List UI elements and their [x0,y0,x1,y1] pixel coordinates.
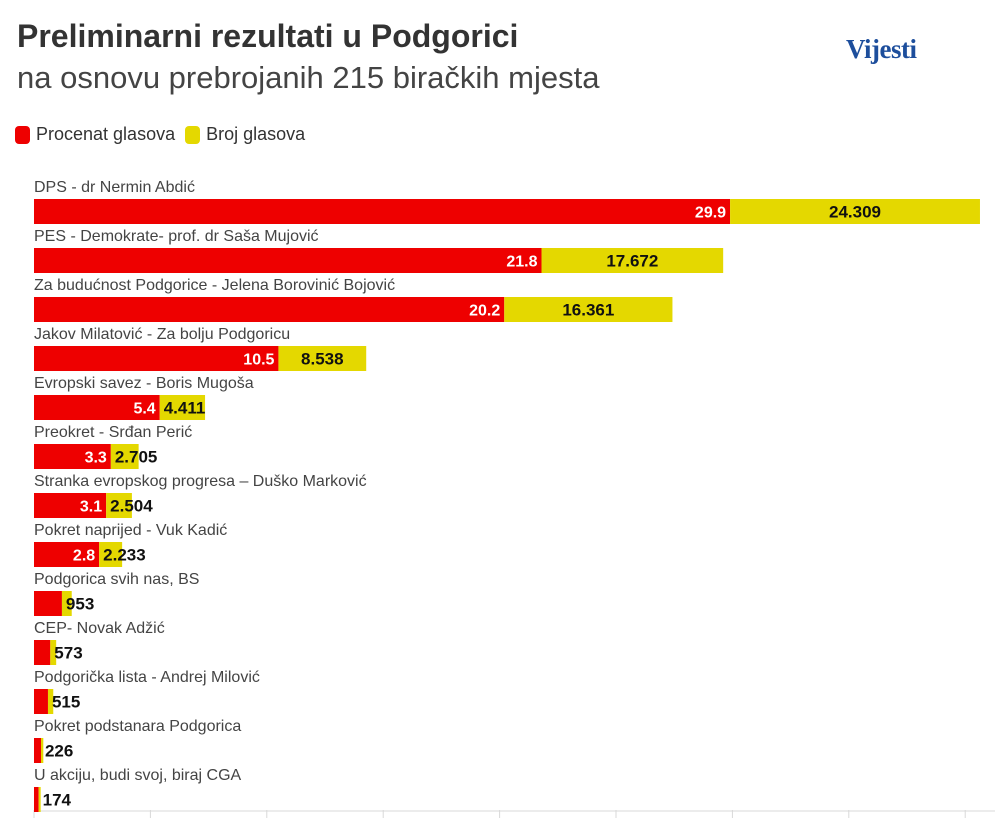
bar-percent [34,542,100,567]
data-label-percent: 21.8 [506,254,537,271]
data-label-votes: 4.411 [164,399,206,418]
vijesti-logo[interactable]: Vijesti [846,34,917,64]
data-label-votes: 174 [43,791,72,810]
bar-percent [34,591,62,616]
category-label: PES - Demokrate- prof. dr Saša Mujović [34,228,319,245]
data-label-percent: 20.2 [469,303,500,320]
bar-votes [504,297,673,322]
bar-percent [34,689,48,714]
data-label-percent: 10.5 [243,352,274,369]
data-label-votes: 2.504 [110,497,153,516]
chart-subtitle: na osnovu prebrojanih 215 biračkih mjest… [17,60,600,95]
legend-swatch-percent [15,125,30,144]
data-label-percent: 2.8 [73,548,95,565]
bar-votes [541,248,724,273]
bar-votes [278,346,367,371]
data-label-percent: 3.1 [80,499,102,516]
bar-votes [47,689,54,714]
category-label: Jakov Milatović - Za bolju Podgoricu [34,326,290,343]
bar-votes [730,199,980,224]
category-label: Stranka evropskog progresa – Duško Marko… [34,473,367,490]
bar-percent [34,297,505,322]
category-label: Podgorička lista - Andrej Milović [34,669,260,686]
bar-percent [34,738,41,763]
legend-swatch-votes [185,125,201,144]
data-label-votes: 2.233 [103,546,146,565]
legend-label-percent: Procenat glasova [36,124,176,144]
data-label-votes: 953 [66,595,94,614]
category-label: Pokret naprijed - Vuk Kadić [34,522,227,539]
data-label-votes: 573 [54,644,82,663]
bar-percent [34,787,39,812]
category-label: DPS - dr Nermin Abdić [34,179,195,196]
category-label: U akciju, budi svoj, biraj CGA [34,767,242,784]
bar-votes [99,542,123,567]
bar-percent [34,248,542,273]
bar-percent [34,493,107,518]
chart-legend: Procenat glasova Broj glasova [15,124,315,145]
data-label-percent: 3.3 [85,450,107,467]
category-label: Podgorica svih nas, BS [34,571,199,588]
category-label: Evropski savez - Boris Mugoša [34,375,254,392]
data-label-votes: 24.309 [829,203,881,222]
bar-votes [40,738,44,763]
data-label-percent: 29.9 [695,205,726,222]
bar-votes [38,787,41,812]
data-label-percent: 5.4 [133,401,155,418]
bar-votes [61,591,72,616]
bar-percent [34,395,160,420]
data-label-votes: 17.672 [606,252,658,271]
data-label-votes: 2.705 [115,448,158,467]
data-label-votes: 8.538 [301,350,344,369]
bar-percent [34,346,279,371]
category-label: Za budućnost Podgorice - Jelena Borovini… [34,277,395,294]
legend-label-votes: Broj glasova [206,124,306,144]
data-label-votes: 16.361 [562,301,614,320]
chart-title: Preliminarni rezultati u Podgorici [17,18,519,54]
bar-votes [110,444,139,469]
bar-percent [34,199,731,224]
bar-percent [34,444,111,469]
category-label: Preokret - Srđan Perić [34,424,192,441]
data-label-votes: 515 [52,693,80,712]
legend-item-votes[interactable]: Broj glasova [185,124,305,145]
bar-percent [34,640,51,665]
category-label: CEP- Novak Adžić [34,620,165,637]
legend-item-percent[interactable]: Procenat glasova [15,124,175,145]
bar-votes [50,640,57,665]
category-label: Pokret podstanara Podgorica [34,718,241,735]
bar-votes [159,395,206,420]
bar-votes [106,493,132,518]
data-label-votes: 226 [45,742,73,761]
